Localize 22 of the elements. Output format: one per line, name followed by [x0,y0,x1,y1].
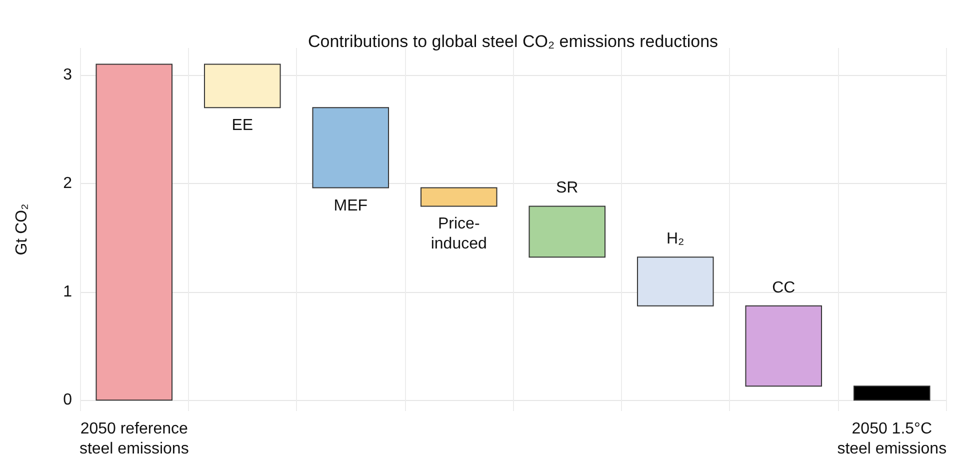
bar [96,64,173,401]
x-tick-label: SR [556,180,578,197]
y-axis-title: Gt CO₂ [14,204,30,256]
x-tick-label: CC [772,279,796,296]
x-tick-label: 2050 reference steel emissions [79,420,189,458]
bar [853,386,930,401]
y-tick-label: 2 [63,174,72,192]
bar [636,256,714,306]
x-tick-label: 2050 1.5°C steel emissions [837,420,947,458]
bar [745,305,822,387]
y-tick-label: 1 [63,283,72,300]
chart-title: Contributions to global steel CO₂ emissions reductions [308,32,718,51]
x-tick-label: H₂ [666,230,684,248]
y-tick-label: 0 [63,392,72,409]
bar [528,206,606,258]
bar [312,107,390,188]
y-tick-label: 3 [63,66,72,84]
x-tick-label: MEF [334,197,368,214]
bar [204,64,281,108]
x-tick-label: EE [232,117,254,134]
x-tick-label: Price- induced [430,216,487,253]
bar [420,187,498,207]
